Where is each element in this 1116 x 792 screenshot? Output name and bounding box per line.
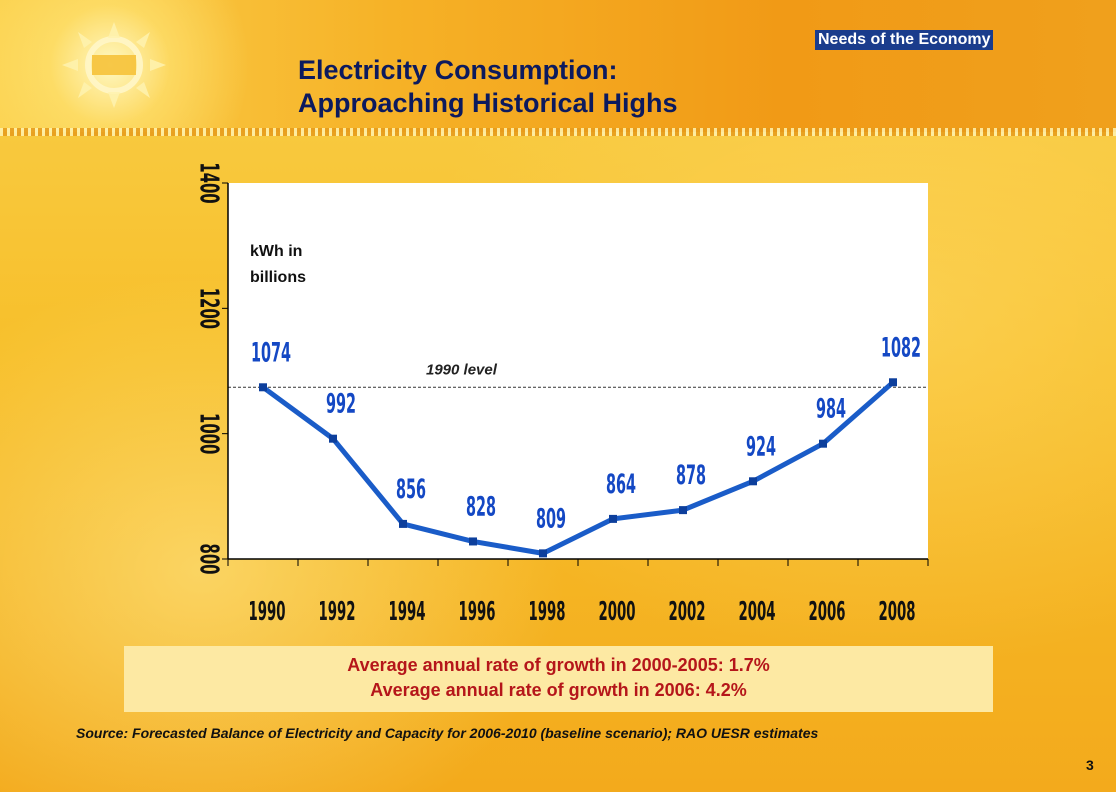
source-note: Source: Forecasted Balance of Electricit… — [76, 725, 819, 741]
x-tick-label: 1994 — [388, 596, 425, 626]
x-tick-label: 2008 — [878, 596, 915, 626]
y-tick-label: 800 — [195, 544, 224, 575]
title-line-2: Approaching Historical Highs — [298, 88, 678, 118]
data-label-1992: 992 — [326, 389, 356, 420]
data-label-2000: 864 — [606, 469, 636, 500]
data-label-1994: 856 — [396, 474, 426, 505]
data-point-2000 — [609, 514, 617, 523]
y-tick-label: 1200 — [195, 288, 224, 329]
plot-area — [228, 183, 928, 559]
data-point-1990 — [259, 383, 267, 392]
x-tick-label: 2006 — [808, 596, 845, 626]
page-number: 3 — [1086, 757, 1094, 773]
data-label-2004: 924 — [746, 432, 776, 463]
data-label-2002: 878 — [676, 460, 706, 491]
data-point-2008 — [889, 378, 897, 387]
page-title: Electricity Consumption: Approaching His… — [298, 54, 858, 120]
y-tick-label: 1400 — [195, 162, 224, 203]
x-tick-label: 1998 — [528, 596, 565, 626]
data-label-1998: 809 — [536, 504, 566, 535]
company-logo-icon — [62, 22, 166, 108]
data-label-1996: 828 — [466, 492, 496, 523]
consumption-chart: 1990 level kWh in billions 1074 992 856 828… — [195, 162, 929, 626]
data-label-2006: 984 — [816, 394, 846, 425]
header-divider — [0, 128, 1116, 136]
title-line-1: Electricity Consumption: — [298, 55, 618, 85]
data-label-1990: 1074 — [251, 338, 291, 369]
unit-label-line-2: billions — [250, 269, 306, 286]
data-point-1998 — [539, 549, 547, 558]
unit-label-line-1: kWh in — [250, 243, 302, 260]
data-point-1994 — [399, 519, 407, 528]
growth-line-2: Average annual rate of growth in 2006: 4… — [370, 680, 747, 700]
data-label-2008: 1082 — [881, 333, 921, 364]
data-point-1996 — [469, 537, 477, 546]
data-point-2002 — [679, 506, 687, 515]
y-tick-label: 1000 — [195, 413, 224, 454]
growth-summary-box: Average annual rate of growth in 2000-20… — [124, 646, 993, 712]
header-banner — [0, 0, 1116, 132]
data-point-2006 — [819, 439, 827, 448]
data-point-1992 — [329, 434, 337, 443]
section-badge: Needs of the Economy — [815, 30, 994, 50]
x-tick-label: 1990 — [248, 596, 285, 626]
growth-line-1: Average annual rate of growth in 2000-20… — [347, 655, 770, 675]
consumption-series-line — [261, 380, 895, 556]
reference-line-label: 1990 level — [426, 361, 498, 378]
x-tick-label: 1996 — [458, 596, 495, 626]
data-point-2004 — [749, 477, 757, 486]
x-tick-label: 2002 — [668, 596, 705, 626]
x-tick-label: 2004 — [738, 596, 775, 626]
x-tick-label: 1992 — [318, 596, 355, 626]
x-tick-label: 2000 — [598, 596, 635, 626]
